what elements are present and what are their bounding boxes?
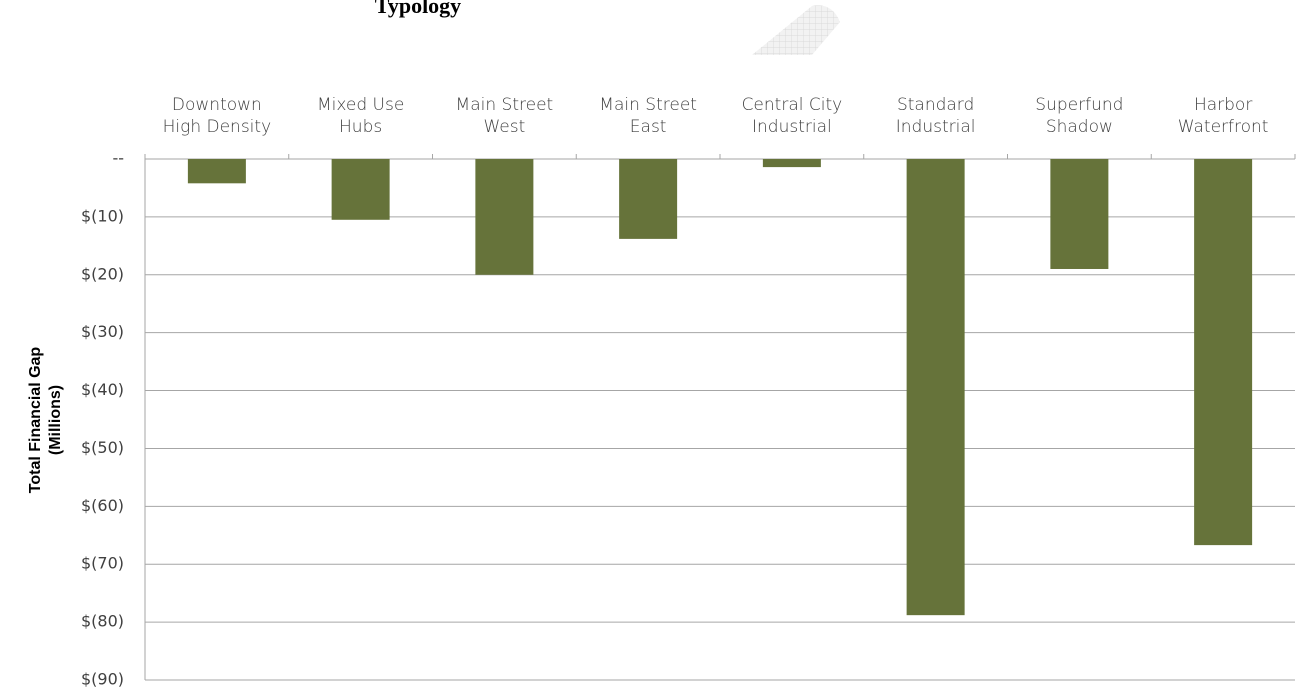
y-axis-label: Total Financial Gap (Millions) — [27, 347, 64, 494]
x-tick-label: Main Street East — [599, 95, 697, 137]
y-tick-label: -- — [112, 149, 124, 168]
x-tick-label: Mixed Use Hubs — [316, 95, 405, 137]
bar — [1050, 159, 1109, 269]
y-tick-label: $(20) — [81, 264, 124, 283]
y-tick-label: $(30) — [81, 322, 124, 341]
bar — [619, 159, 678, 239]
x-tick-label: Central City Industrial — [741, 95, 843, 137]
x-tick-label: Main Street West — [455, 95, 554, 137]
x-tick-label: Harbor Waterfront — [1177, 95, 1269, 137]
bar — [475, 159, 534, 275]
y-tick-label: $(70) — [81, 554, 124, 573]
x-tick-label: Superfund Shadow — [1035, 95, 1124, 137]
x-tick-label: Standard Industrial — [895, 95, 976, 137]
y-axis-label-line: (Millions) — [47, 385, 64, 455]
bar — [1194, 159, 1253, 546]
y-tick-label: $(50) — [81, 438, 124, 457]
decoration — [752, 5, 840, 56]
bar — [762, 159, 821, 168]
y-tick-label: $(60) — [81, 496, 124, 515]
y-tick-label: $(10) — [81, 206, 124, 225]
x-tick-label: Downtown High Density — [162, 95, 272, 137]
chart-title: Typology — [375, 0, 461, 18]
bar — [906, 159, 965, 616]
y-tick-label: $(40) — [81, 380, 124, 399]
bar — [331, 159, 390, 220]
bar — [187, 159, 246, 184]
y-axis-label-line: Total Financial Gap — [27, 347, 44, 494]
y-tick-label: $(80) — [81, 612, 124, 631]
y-tick-label: $(90) — [81, 670, 124, 689]
